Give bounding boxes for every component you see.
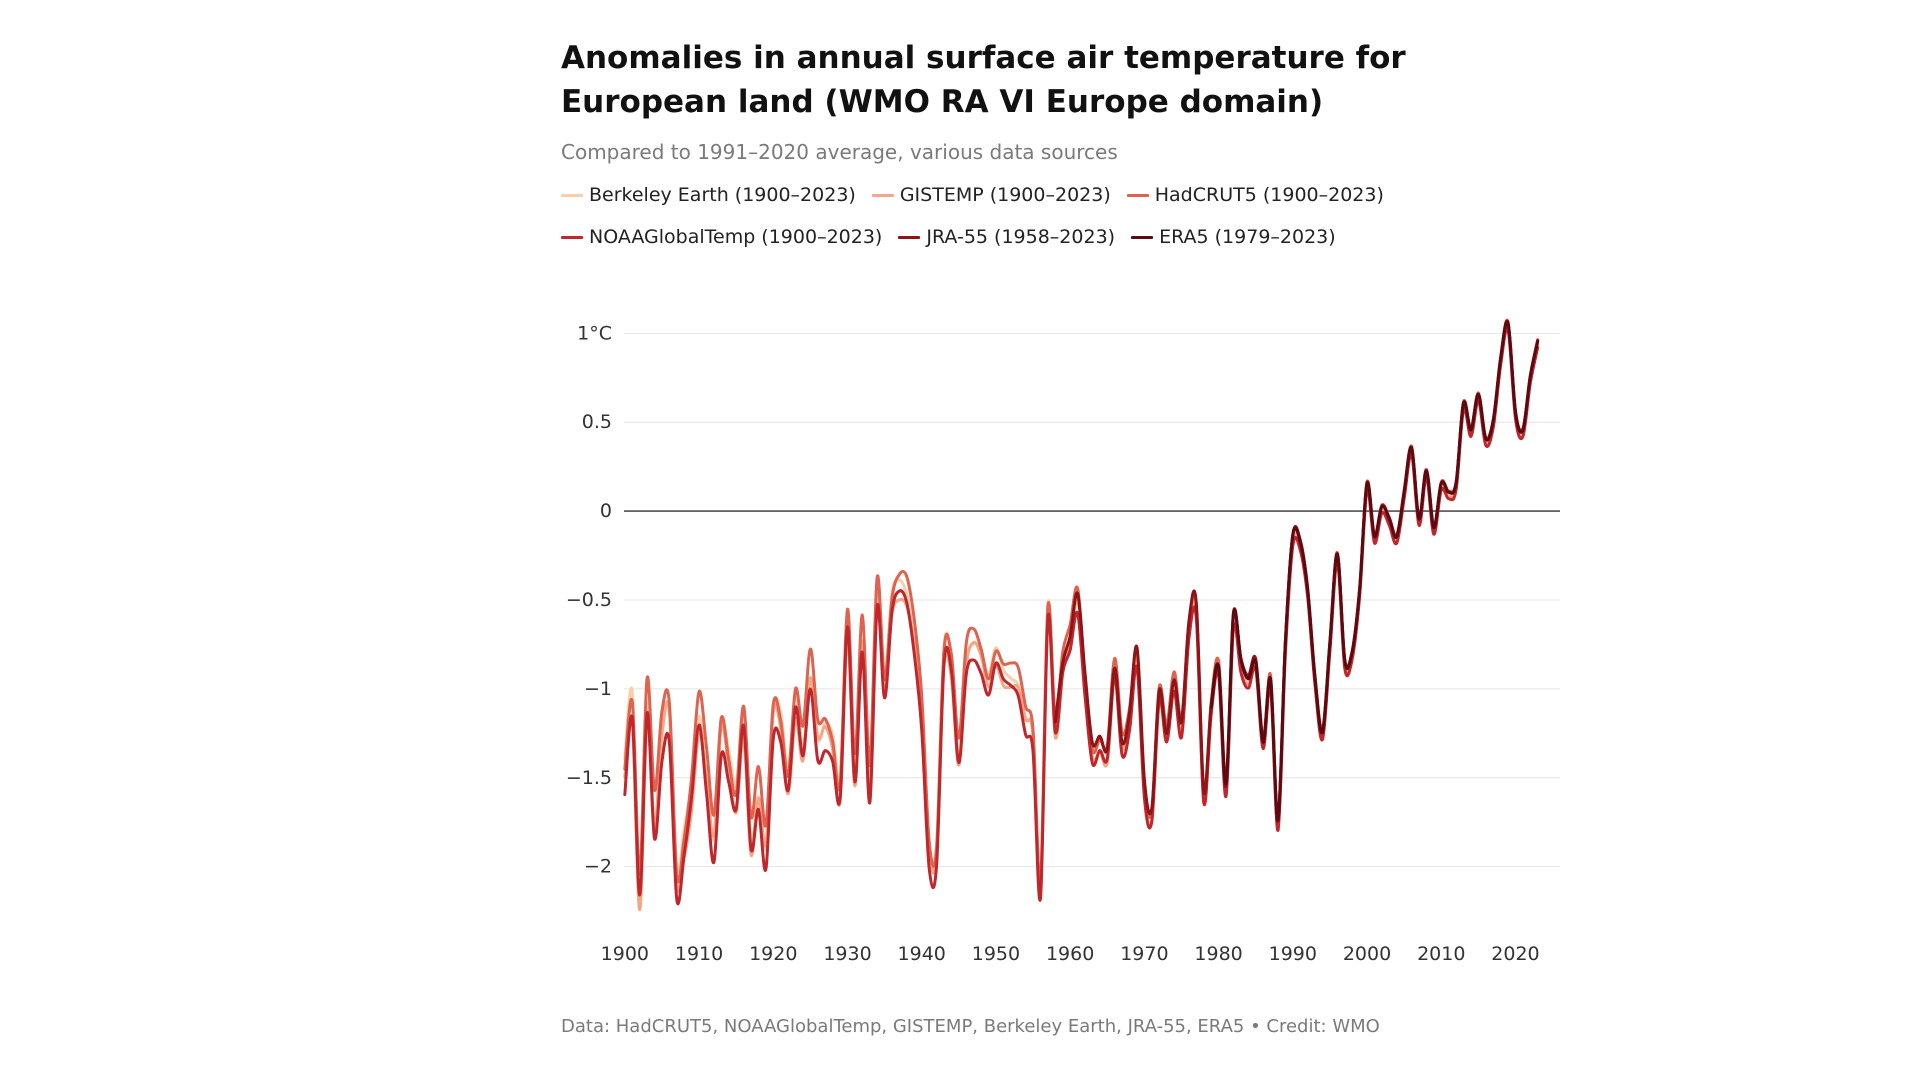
legend-item-era5[interactable]: ERA5 (1979–2023) [1131,226,1336,248]
series-line-era5 [1209,320,1540,822]
y-axis-ticks: 1°C 0.5 0 −0.5 −1 −1.5 −2 [566,322,612,877]
chart-legend: Berkeley Earth (1900–2023) GISTEMP (1900… [561,184,1521,248]
x-tick-label: 1960 [1046,943,1094,965]
legend-swatch [561,193,583,197]
y-tick-label: −0.5 [566,589,612,611]
legend-swatch [898,235,921,239]
x-tick-label: 1940 [898,943,946,965]
x-tick-label: 1990 [1269,943,1317,965]
legend-label: ERA5 (1979–2023) [1159,226,1336,248]
gridlines [624,332,1560,868]
y-tick-label: 1°C [577,322,612,344]
legend-label: JRA-55 (1958–2023) [926,226,1116,248]
chart-title: Anomalies in annual surface air temperat… [561,40,1406,120]
legend-item-hadcrut5[interactable]: HadCRUT5 (1900–2023) [1126,184,1384,206]
x-axis-ticks: 1900 1910 1920 1930 1940 1950 1960 1970 1980 1990… [601,943,1540,965]
legend-item-berkeley-earth[interactable]: Berkeley Earth (1900–2023) [561,184,856,206]
series-lines [623,318,1540,912]
line-chart: 1°C 0.5 0 −0.5 −1 −1.5 −2 1900 1910 1920 1930 1940… [566,318,1560,965]
y-tick-label: 0.5 [582,411,612,433]
legend-label: Berkeley Earth (1900–2023) [589,184,856,206]
legend-item-jra-55[interactable]: JRA-55 (1958–2023) [898,226,1115,248]
x-tick-label: 1950 [972,943,1020,965]
x-tick-label: 1900 [601,943,649,965]
series-line-hadcrut5 [623,318,1540,887]
legend-swatch [1131,235,1154,239]
chart-source: Data: HadCRUT5, NOAAGlobalTemp, GISTEMP,… [561,1016,1380,1037]
legend-swatch [1126,193,1149,197]
chart-subtitle: Compared to 1991–2020 average, various d… [561,140,1118,164]
legend-swatch [561,235,583,239]
x-tick-label: 1920 [749,943,797,965]
y-tick-label: −1.5 [566,767,612,789]
y-tick-label: 0 [600,500,612,522]
y-tick-label: −2 [584,856,612,878]
x-tick-label: 2020 [1491,943,1539,965]
y-tick-label: −1 [584,678,612,700]
legend-swatch [871,193,894,197]
x-tick-label: 1930 [823,943,871,965]
x-tick-label: 1980 [1194,943,1242,965]
x-tick-label: 2010 [1417,943,1465,965]
legend-label: GISTEMP (1900–2023) [899,184,1111,206]
legend-item-gistemp[interactable]: GISTEMP (1900–2023) [871,184,1111,206]
legend-label: NOAAGlobalTemp (1900–2023) [589,226,883,248]
legend-item-noaaglobaltemp[interactable]: NOAAGlobalTemp (1900–2023) [561,226,882,248]
legend-label: HadCRUT5 (1900–2023) [1154,184,1384,206]
x-tick-label: 1970 [1120,943,1168,965]
x-tick-label: 1910 [675,943,723,965]
x-tick-label: 2000 [1343,943,1391,965]
